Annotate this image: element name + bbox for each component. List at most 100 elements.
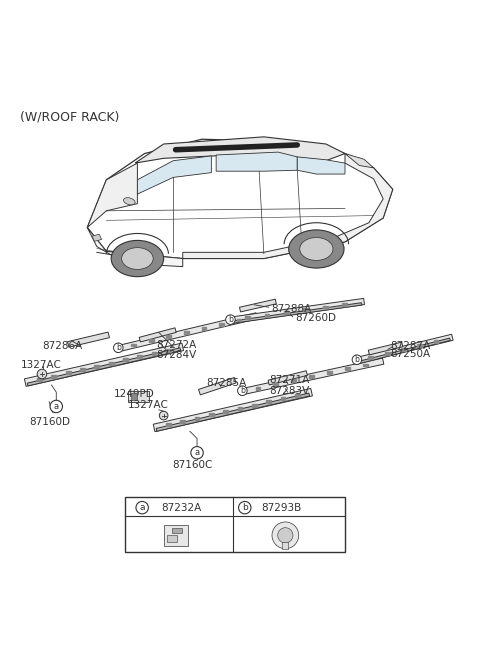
Text: 87293B: 87293B: [262, 503, 302, 513]
Text: 87283V: 87283V: [270, 386, 310, 396]
Bar: [128, 391, 149, 402]
Bar: [264, 314, 269, 317]
Bar: [109, 362, 114, 364]
Text: 87284V: 87284V: [156, 350, 197, 360]
Bar: [345, 368, 350, 370]
Polygon shape: [135, 137, 345, 163]
Text: b: b: [240, 386, 245, 395]
Circle shape: [278, 528, 293, 543]
Polygon shape: [268, 371, 307, 385]
Text: 1327AC: 1327AC: [128, 400, 169, 410]
Bar: [209, 414, 214, 416]
Polygon shape: [368, 342, 403, 355]
Polygon shape: [199, 378, 236, 395]
Text: 87160C: 87160C: [172, 460, 213, 470]
Text: a: a: [139, 503, 145, 512]
Bar: [166, 423, 171, 426]
Text: (W/ROOF RACK): (W/ROOF RACK): [21, 110, 120, 124]
Circle shape: [272, 522, 299, 549]
Text: 87271A: 87271A: [270, 375, 310, 385]
Text: b: b: [242, 503, 248, 512]
Bar: [37, 378, 42, 381]
Circle shape: [239, 501, 251, 514]
Polygon shape: [87, 163, 137, 227]
Circle shape: [352, 355, 362, 364]
Polygon shape: [92, 234, 102, 241]
Text: a: a: [54, 402, 59, 411]
Bar: [149, 339, 154, 342]
Text: 87260D: 87260D: [295, 313, 336, 323]
Bar: [433, 340, 438, 342]
Bar: [291, 379, 296, 382]
Bar: [323, 305, 328, 309]
Bar: [401, 348, 406, 350]
Text: 87250A: 87250A: [390, 349, 431, 359]
Text: 87288A: 87288A: [271, 304, 311, 314]
Bar: [303, 309, 308, 311]
Polygon shape: [139, 328, 176, 342]
Bar: [223, 410, 228, 413]
Text: 87232A: 87232A: [161, 503, 202, 513]
Bar: [363, 364, 368, 366]
Circle shape: [238, 386, 247, 396]
Polygon shape: [357, 338, 450, 364]
Text: b: b: [116, 343, 121, 352]
Polygon shape: [354, 334, 453, 364]
Polygon shape: [153, 388, 312, 432]
Ellipse shape: [288, 230, 344, 268]
Circle shape: [114, 343, 123, 352]
Bar: [309, 375, 314, 378]
Polygon shape: [24, 343, 183, 386]
Text: 87272A: 87272A: [156, 340, 197, 350]
Circle shape: [50, 400, 62, 413]
Polygon shape: [216, 152, 297, 171]
Text: b: b: [228, 315, 233, 324]
Circle shape: [37, 369, 47, 379]
Polygon shape: [68, 332, 109, 347]
Polygon shape: [240, 358, 384, 395]
Polygon shape: [115, 313, 257, 352]
Bar: [152, 352, 156, 354]
Bar: [137, 355, 142, 358]
Bar: [195, 417, 199, 420]
Bar: [66, 372, 71, 374]
Ellipse shape: [111, 240, 164, 277]
Bar: [281, 397, 285, 400]
Text: 1249PD: 1249PD: [114, 388, 154, 398]
Circle shape: [191, 447, 203, 459]
Ellipse shape: [123, 198, 135, 205]
Polygon shape: [27, 348, 180, 386]
Bar: [295, 394, 300, 397]
Text: 87285A: 87285A: [206, 378, 247, 388]
Polygon shape: [345, 154, 373, 168]
Bar: [202, 327, 206, 330]
Circle shape: [136, 501, 148, 514]
Bar: [369, 356, 373, 358]
Bar: [184, 331, 189, 334]
Bar: [167, 335, 171, 338]
Bar: [342, 303, 347, 306]
Ellipse shape: [300, 237, 333, 261]
Bar: [418, 344, 422, 346]
Bar: [123, 358, 128, 361]
Polygon shape: [183, 154, 393, 259]
Bar: [219, 323, 224, 326]
Polygon shape: [137, 156, 211, 194]
Bar: [80, 368, 85, 371]
Bar: [327, 371, 332, 374]
Polygon shape: [228, 299, 364, 324]
FancyBboxPatch shape: [125, 497, 345, 552]
Bar: [252, 404, 257, 406]
Bar: [95, 365, 99, 368]
Bar: [282, 542, 288, 549]
Bar: [274, 383, 278, 386]
Bar: [51, 374, 56, 378]
Circle shape: [159, 411, 168, 420]
Polygon shape: [230, 303, 362, 324]
Bar: [166, 348, 171, 352]
Bar: [385, 352, 390, 354]
Text: 1327AC: 1327AC: [21, 360, 61, 370]
Bar: [131, 393, 137, 400]
Bar: [164, 525, 188, 546]
Bar: [131, 344, 136, 346]
